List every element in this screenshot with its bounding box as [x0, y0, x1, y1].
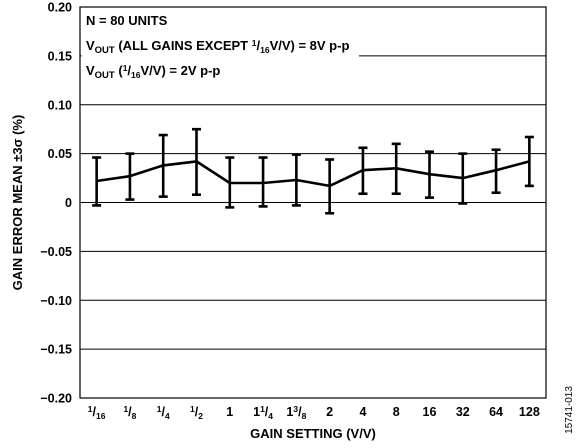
y-tick-label: 0 — [65, 196, 72, 210]
x-axis-label: GAIN SETTING (V/V) — [250, 426, 376, 441]
x-tick-label: 13/8 — [286, 404, 306, 421]
x-tick-label: 64 — [489, 405, 503, 419]
series-mean-line — [96, 160, 530, 188]
annotation-sample-size: N = 80 UNITS — [86, 13, 168, 28]
y-tick-labels: 0.20 0.15 0.10 0.05 0 −0.05 −0.10 −0.15 −0.20 — [40, 1, 72, 406]
y-tick-label: −0.15 — [40, 343, 72, 357]
annotation-background — [81, 8, 359, 83]
y-tick-label: 0.05 — [48, 147, 72, 161]
y-axis-label: GAIN ERROR MEAN ±3σ (%) — [10, 115, 25, 291]
annotation-vout-sixteenth: VOUT (1/16V/V) = 2V p-p — [86, 63, 220, 81]
x-tick-label: 8 — [393, 405, 400, 419]
x-tick-label: 128 — [519, 405, 540, 419]
figure-id: 15741-013 — [564, 386, 575, 434]
x-tick-label: 1/2 — [190, 404, 203, 421]
x-tick-label: 1/4 — [157, 404, 170, 421]
x-tick-label: 1/16 — [88, 404, 106, 421]
plot-frame — [79, 6, 547, 399]
y-tick-label: −0.05 — [40, 245, 72, 259]
x-tick-label: 16 — [423, 405, 437, 419]
mean-line — [96, 160, 530, 188]
x-tick-label: 1 — [226, 405, 233, 419]
y-tick-label: −0.10 — [40, 294, 72, 308]
y-tick-label: −0.20 — [40, 392, 72, 406]
x-tick-labels: 1/16 1/8 1/4 1/2 1 11/4 13/8 2 4 8 16 32 64 128 — [88, 404, 540, 421]
y-tick-label: 0.15 — [48, 49, 72, 63]
x-tick-label: 32 — [456, 405, 470, 419]
x-tick-label: 1/8 — [123, 404, 136, 421]
annotation-vout-all-gains: VOUT (ALL GAINS EXCEPT 1/16V/V) = 8V p-p — [86, 38, 349, 56]
x-tick-label: 2 — [326, 405, 333, 419]
x-tick-label: 11/4 — [253, 404, 273, 421]
error-bars — [92, 127, 534, 215]
gridlines — [80, 55, 546, 350]
x-tick-label: 4 — [359, 405, 366, 419]
y-tick-label: 0.20 — [48, 1, 72, 15]
y-tick-label: 0.10 — [48, 98, 72, 112]
